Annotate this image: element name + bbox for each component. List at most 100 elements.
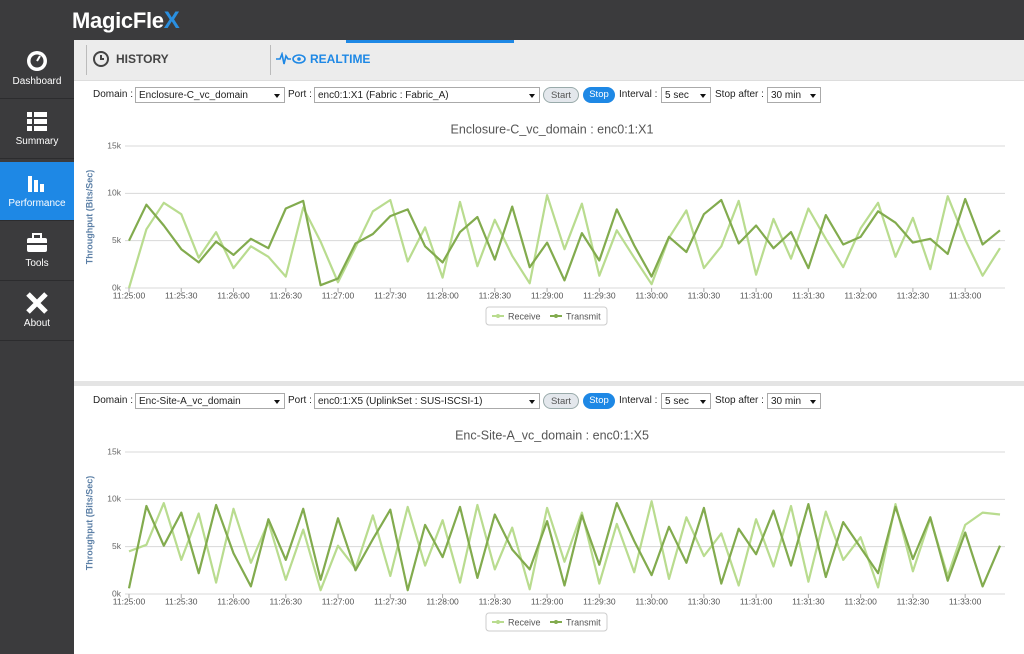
x-tick-label: 11:26:00 — [217, 290, 250, 300]
nav-label: Performance — [8, 198, 66, 209]
x-tick-label: 11:28:00 — [426, 596, 459, 606]
x-tick-label: 11:31:30 — [792, 290, 825, 300]
x-tick-label: 11:33:00 — [949, 290, 982, 300]
nav-summary[interactable]: Summary — [0, 100, 74, 159]
x-tick-label: 11:28:30 — [479, 290, 512, 300]
y-tick-label: 5k — [112, 235, 122, 245]
x-tick-label: 11:32:30 — [897, 290, 930, 300]
x-tick-label: 11:28:00 — [426, 290, 459, 300]
x-tick-label: 11:27:30 — [374, 596, 407, 606]
legend-box — [485, 612, 608, 632]
x-tick-label: 11:25:00 — [113, 596, 146, 606]
x-tick-label: 11:25:00 — [113, 290, 146, 300]
x-tick-label: 11:30:30 — [688, 596, 721, 606]
port-select[interactable]: enc0:1:X1 (Fabric : Fabric_A) — [314, 87, 540, 103]
x-tick-label: 11:33:00 — [949, 596, 982, 606]
label: Interval : — [619, 395, 658, 406]
interval-select[interactable]: 5 sec — [661, 393, 711, 409]
x-tick-label: 11:26:30 — [270, 290, 303, 300]
legend-label: Receive — [508, 311, 541, 321]
chart-title: Enc-Site-A_vc_domain : enc0:1:X5 — [455, 428, 649, 442]
nav-dashboard[interactable]: Dashboard — [0, 40, 74, 99]
x-tick-label: 11:32:00 — [844, 290, 877, 300]
stop-after-select[interactable]: 30 min — [767, 393, 821, 409]
x-tick-label: 11:29:00 — [531, 290, 564, 300]
x-tick-label: 11:27:30 — [374, 290, 407, 300]
series-line — [127, 194, 1001, 289]
tab-realtime[interactable]: REALTIME — [310, 52, 371, 66]
y-tick-label: 10k — [107, 494, 121, 504]
chart-title: Enclosure-C_vc_domain : enc0:1:X1 — [451, 122, 654, 136]
interval-select[interactable]: 5 sec — [661, 87, 711, 103]
legend-swatch-dot — [554, 314, 558, 318]
x-tick-label: 11:29:00 — [531, 596, 564, 606]
icon — [28, 176, 44, 192]
y-axis-title: Throughput (Bits/Sec) — [84, 170, 94, 265]
stop-after-select[interactable]: 30 min — [767, 87, 821, 103]
x-tick-label: 11:25:30 — [165, 596, 198, 606]
separator — [270, 45, 271, 75]
x-tick-label: 11:28:30 — [479, 596, 512, 606]
y-tick-label: 5k — [112, 541, 122, 551]
series-line — [127, 502, 1002, 592]
top-bar: MagicFleX — [0, 0, 1024, 40]
legend-label: Transmit — [566, 617, 601, 627]
x-tick-label: 11:31:00 — [740, 290, 773, 300]
nav-about[interactable]: About — [0, 282, 74, 341]
x-tick-label: 11:29:30 — [583, 596, 616, 606]
realtime-icon — [276, 52, 306, 65]
x-tick-label: 11:30:00 — [635, 290, 668, 300]
y-tick-label: 10k — [107, 188, 121, 198]
x-tick-label: 11:32:00 — [844, 596, 877, 606]
chart: Enc-Site-A_vc_domain : enc0:1:X5 Throughp… — [84, 428, 1005, 632]
x-tick-label: 11:29:30 — [583, 290, 616, 300]
start-button[interactable]: Start — [543, 87, 579, 103]
series-line — [128, 197, 1001, 287]
legend-box — [485, 306, 608, 326]
stop-button[interactable]: Stop — [583, 393, 615, 409]
nav-label: Dashboard — [12, 76, 62, 87]
tab-history[interactable]: HISTORY — [116, 52, 169, 66]
nav-performance[interactable]: Performance — [0, 162, 74, 221]
nav-tools[interactable]: Tools — [0, 222, 74, 281]
x-tick-label: 11:27:00 — [322, 596, 355, 606]
x-tick-label: 11:31:00 — [740, 596, 773, 606]
icon — [27, 51, 47, 71]
y-tick-label: 15k — [107, 446, 121, 456]
icon — [27, 112, 47, 131]
panel-divider — [74, 381, 1024, 386]
domain-select[interactable]: Enc-Site-A_vc_domain — [135, 393, 285, 409]
separator — [86, 45, 87, 75]
x-tick-label: 11:27:00 — [322, 290, 355, 300]
label: Stop after : — [715, 395, 764, 406]
x-tick-label: 11:26:30 — [270, 596, 303, 606]
nav-label: Tools — [25, 258, 49, 269]
y-tick-label: 0k — [112, 588, 122, 598]
label: Interval : — [619, 89, 658, 100]
label: Domain : — [93, 89, 134, 100]
x-tick-label: 11:25:30 — [165, 290, 198, 300]
port-select[interactable]: enc0:1:X5 (UplinkSet : SUS-ISCSI-1) — [314, 393, 540, 409]
stop-button[interactable]: Stop — [583, 87, 615, 103]
x-tick-label: 11:30:30 — [688, 290, 721, 300]
x-tick-label: 11:30:00 — [635, 596, 668, 606]
series-line — [128, 500, 1001, 592]
brand-text: MagicFle — [72, 8, 164, 33]
domain-select[interactable]: Enclosure-C_vc_domain — [135, 87, 285, 103]
nav-label: About — [23, 318, 51, 329]
legend-swatch-dot — [496, 314, 500, 318]
history-icon — [93, 51, 109, 67]
brand: MagicFleX — [72, 7, 180, 35]
x-tick-label: 11:26:00 — [217, 596, 250, 606]
label: Port : — [288, 89, 312, 100]
icon — [27, 233, 47, 252]
x-tick-label: 11:32:30 — [897, 596, 930, 606]
legend-swatch-dot — [554, 620, 558, 624]
legend-swatch-dot — [496, 620, 500, 624]
tab-bar: HISTORY REALTIME — [74, 40, 1024, 81]
label: Stop after : — [715, 89, 764, 100]
x-tick-label: 11:31:30 — [792, 596, 825, 606]
y-tick-label: 0k — [112, 282, 122, 292]
y-axis-title: Throughput (Bits/Sec) — [84, 476, 94, 571]
start-button[interactable]: Start — [543, 393, 579, 409]
